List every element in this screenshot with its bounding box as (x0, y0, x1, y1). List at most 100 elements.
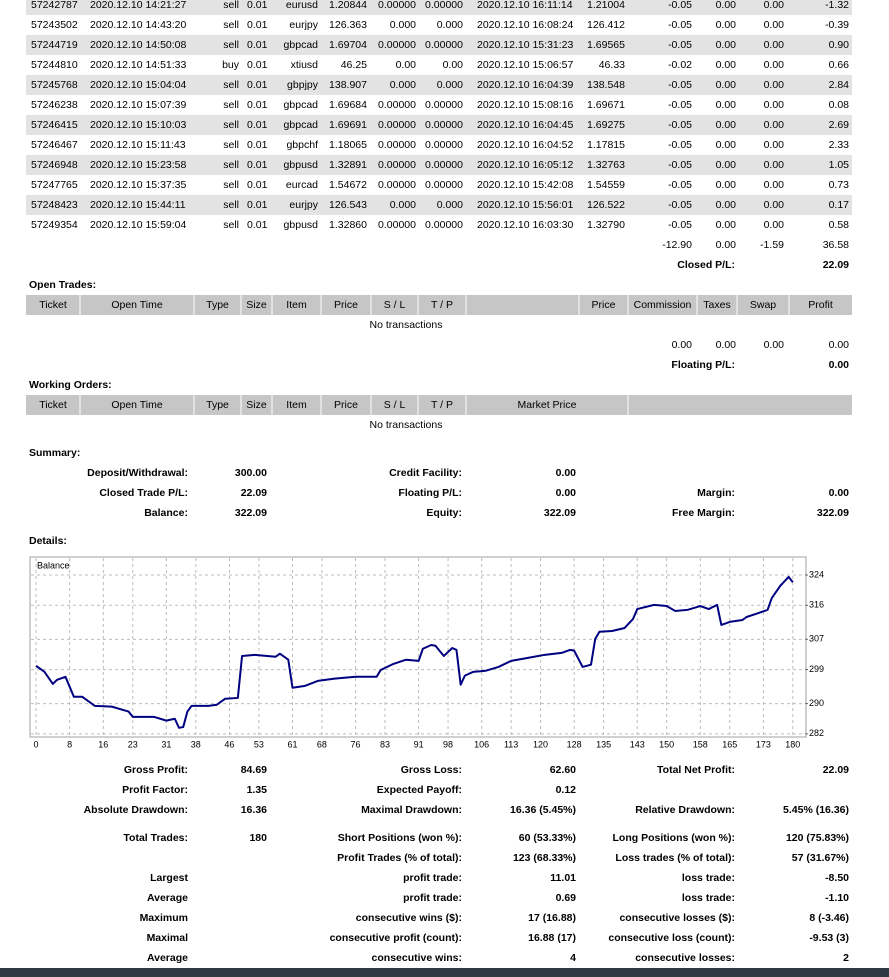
cell: 1.32790 (587, 219, 625, 231)
cell: -0.05 (668, 19, 692, 31)
label: Gross Loss: (401, 764, 462, 776)
cell: 126.543 (329, 199, 367, 211)
cell: 0.00 (764, 139, 785, 151)
row-background (26, 195, 852, 215)
cell: 2020.12.10 15:37:35 (90, 179, 187, 191)
x-tick-label: 0 (34, 739, 39, 749)
cell: 0.01 (247, 0, 268, 11)
cell: 0.00 (764, 179, 785, 191)
value: 57 (31.67%) (792, 852, 849, 864)
cell: 126.363 (329, 19, 367, 31)
cell: 2020.12.10 15:08:16 (477, 99, 574, 111)
cell: 1.69275 (587, 119, 625, 131)
label: Total Net Profit: (657, 764, 735, 776)
cell: 57249354 (31, 219, 78, 231)
label: consecutive profit (count): (330, 932, 462, 944)
cell: 0.73 (829, 179, 850, 191)
label: Expected Payoff: (377, 784, 462, 796)
cell: 0.00 (716, 199, 737, 211)
x-tick-label: 23 (128, 739, 138, 749)
x-tick-label: 68 (317, 739, 327, 749)
cell: 0.00 (764, 59, 785, 71)
label: Total Trades: (123, 832, 188, 844)
cell: 1.54559 (587, 179, 625, 191)
row-background (26, 115, 852, 135)
cell: 2020.12.10 14:50:08 (90, 39, 187, 51)
cell: -0.05 (668, 179, 692, 191)
column-header: Size (246, 299, 267, 311)
x-tick-label: 173 (756, 739, 771, 749)
cell: 2020.12.10 15:11:43 (90, 139, 186, 151)
value: 300.00 (235, 467, 267, 479)
cell: 0.00000 (378, 179, 416, 191)
total: -1.59 (760, 239, 784, 251)
cell: 0.00000 (425, 139, 463, 151)
cell: 0.00000 (425, 39, 463, 51)
cell: 0.00 (716, 139, 737, 151)
value: 62.60 (550, 764, 576, 776)
cell: 2.33 (829, 139, 850, 151)
cell: gbpcad (284, 119, 319, 131)
label: consecutive loss (count): (608, 932, 735, 944)
cell: -0.05 (668, 0, 692, 11)
cell: 0.00 (764, 159, 785, 171)
cell: 2020.12.10 15:59:04 (90, 219, 187, 231)
cell: 0.00000 (378, 39, 416, 51)
cell: 57243502 (31, 19, 78, 31)
x-tick-label: 53 (254, 739, 264, 749)
cell: 0.00000 (425, 99, 463, 111)
x-tick-label: 61 (287, 739, 297, 749)
cell: 126.412 (587, 19, 625, 31)
cell: 2020.12.10 16:04:39 (477, 79, 574, 91)
cell: 46.33 (599, 59, 625, 71)
cell: 1.20844 (329, 0, 367, 11)
cell: sell (223, 199, 239, 211)
label: Floating P/L: (398, 487, 462, 499)
total: 0.00 (829, 339, 850, 351)
x-tick-label: 158 (693, 739, 708, 749)
balance-line (35, 575, 794, 729)
cell: 138.907 (329, 79, 367, 91)
total: 0.00 (764, 339, 785, 351)
cell: 0.00000 (378, 0, 416, 11)
cell: 138.548 (587, 79, 625, 91)
cell: -1.32 (825, 0, 849, 11)
cell: buy (222, 59, 240, 71)
x-tick-label: 8 (67, 739, 72, 749)
cell: 1.21004 (587, 0, 625, 11)
cell: 2020.12.10 16:11:14 (477, 0, 573, 11)
cell: 0.000 (437, 79, 463, 91)
cell: sell (223, 159, 239, 171)
cell: 1.17815 (587, 139, 625, 151)
cell: 2020.12.10 15:07:39 (90, 99, 187, 111)
y-tick-label: 307 (809, 634, 824, 644)
cell: 0.00 (716, 0, 737, 11)
cell: 57242787 (31, 0, 78, 11)
cell: 0.01 (247, 159, 268, 171)
value: -9.53 (3) (809, 932, 849, 944)
x-tick-label: 83 (380, 739, 390, 749)
cell: 2.84 (829, 79, 850, 91)
value: 16.36 (241, 804, 267, 816)
cell: gbpchf (286, 139, 318, 151)
value: 60 (53.33%) (519, 832, 576, 844)
label: Profit Factor: (122, 784, 188, 796)
closed-pl-label: Closed P/L: (677, 259, 735, 271)
cell: 57246415 (31, 119, 78, 131)
cell: sell (223, 219, 239, 231)
cell: gbpcad (284, 99, 319, 111)
cell: 0.00 (764, 99, 785, 111)
chart-frame (29, 556, 807, 738)
column-header: T / P (431, 299, 453, 311)
y-tick-label: 282 (809, 728, 824, 738)
row-background (26, 35, 852, 55)
x-tick-label: 91 (414, 739, 424, 749)
cell: eurusd (286, 0, 318, 11)
cell: 1.69691 (329, 119, 367, 131)
label: Maximum (140, 912, 188, 924)
x-tick-label: 98 (443, 739, 453, 749)
value: 22.09 (241, 487, 267, 499)
cell: 0.00 (716, 159, 737, 171)
header-bar (26, 295, 852, 315)
